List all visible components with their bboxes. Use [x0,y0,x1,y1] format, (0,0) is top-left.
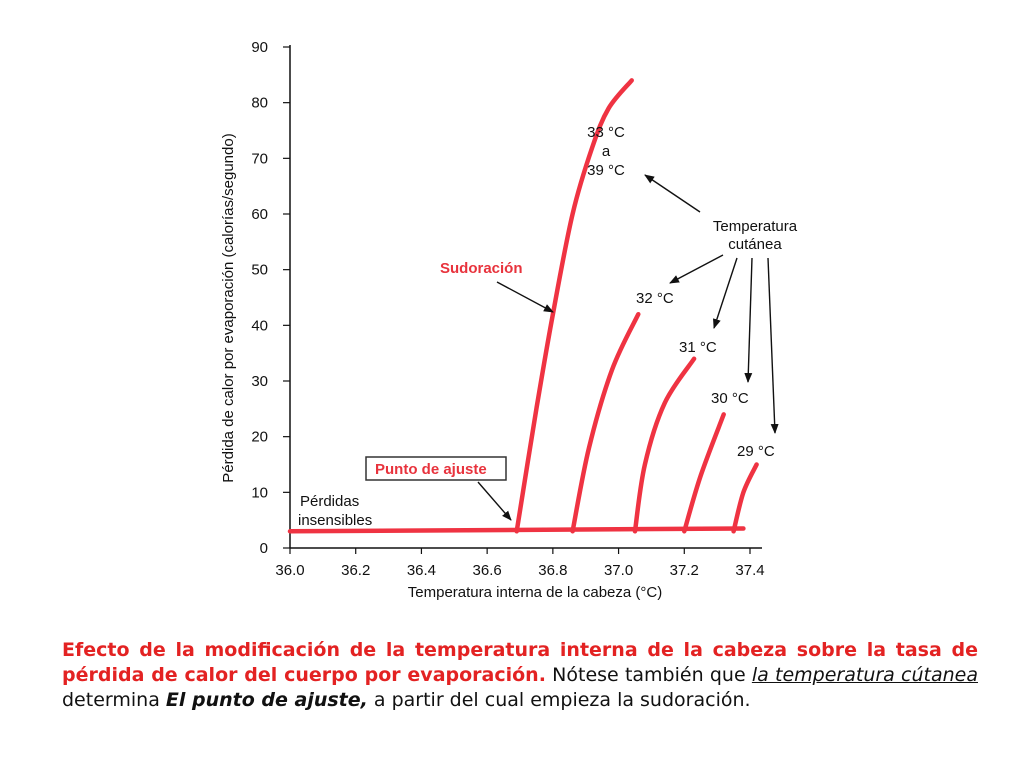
x-tick-label: 36.4 [407,562,436,579]
y-axis-title: Pérdida de calor por evaporación (calorí… [220,133,237,482]
annotation-30c: 30 °C [711,390,749,407]
arrow-to-31c [713,257,738,329]
y-tick-label: 50 [251,262,268,279]
y-tick-label: 80 [251,95,268,112]
x-tick-label: 37.2 [670,562,699,579]
y-tick-label: 40 [251,317,268,334]
annotation-33-line2: a [602,143,611,160]
arrow-to-29c [767,257,779,434]
annotation-temp-line2: cutánea [728,236,782,253]
annotation-33-line1: 33 °C [587,124,625,141]
x-tick-label: 36.2 [341,562,370,579]
annotation-33-39: 33 °C a 39 °C [587,124,625,179]
x-tick-label: 36.0 [275,562,304,579]
series-line-5 [731,462,759,534]
y-tick-label: 60 [251,206,268,223]
annotation-sudoracion: Sudoración [440,260,523,277]
annotation-perdidas-line2: insensibles [298,512,372,529]
caption-underlined: la temperatura cútanea [751,664,978,686]
series-line-4 [682,412,726,534]
x-tick-label: 37.4 [735,562,764,579]
y-ticks: 0 10 20 30 40 50 60 70 80 90 [251,39,290,557]
x-tick-label: 36.6 [473,562,502,579]
axes [289,45,762,549]
arrow-to-sudoracion [496,281,554,313]
arrow-to-32c [669,254,724,284]
annotation-32c: 32 °C [636,290,674,307]
caption-part2: determina [62,689,166,711]
x-ticks: 36.0 36.2 36.4 36.6 36.8 37.0 37.2 37.4 [275,548,765,579]
annotation-arrows [477,174,779,521]
y-tick-label: 10 [251,484,268,501]
annotation-punto-de-ajuste: Punto de ajuste [375,461,487,478]
x-tick-label: 36.8 [538,562,567,579]
series-line-2 [570,311,641,534]
annotation-temperatura-cutanea: Temperatura cutánea [713,218,798,253]
curves [287,78,759,534]
y-tick-label: 70 [251,150,268,167]
caption-part1: Nótese también que [545,664,752,686]
x-axis-title: Temperatura interna de la cabeza (°C) [408,584,662,601]
annotation-perdidas-line1: Pérdidas [300,493,359,510]
series-line-3 [632,356,697,534]
punto-de-ajuste-box [365,456,507,481]
series-line-1 [514,78,634,534]
chart: 36.0 36.2 36.4 36.6 36.8 37.0 37.2 37.4 0 10 20 30… [220,39,798,601]
caption-bold-red: Efecto de la modificación de la temperat… [62,639,978,686]
annotation-29c: 29 °C [737,443,775,460]
arrow-to-punto-de-ajuste [477,481,512,521]
y-tick-label: 90 [251,39,268,56]
arrow-to-30c [744,257,753,383]
y-tick-label: 30 [251,373,268,390]
annotation-temp-line1: Temperatura [713,218,798,235]
y-tick-label: 20 [251,429,268,446]
annotation-31c: 31 °C [679,339,717,356]
arrow-to-33-39 [644,174,701,213]
x-tick-label: 37.0 [604,562,633,579]
annotation-33-line3: 39 °C [587,162,625,179]
figure-caption: Efecto de la modificación de la temperat… [62,638,978,713]
y-tick-label: 0 [260,540,268,557]
caption-bold-italic: El punto de ajuste, [165,689,368,711]
caption-part3: a partir del cual empieza la sudoración. [367,689,751,711]
